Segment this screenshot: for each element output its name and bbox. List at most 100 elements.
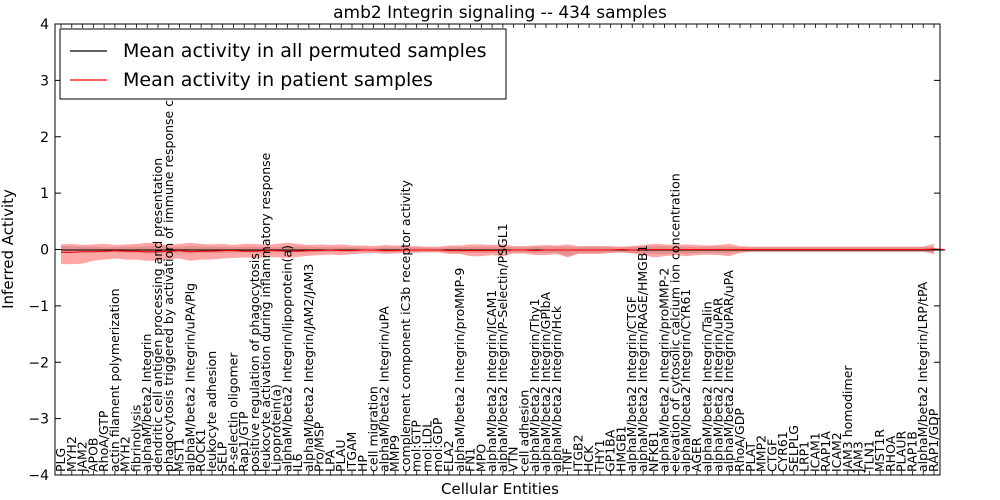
category-label: JAM3 homodimer	[840, 365, 855, 473]
category-label: RhoA/GDP	[732, 408, 747, 472]
category-label: MPO	[473, 444, 488, 472]
category-label: APOB	[85, 437, 100, 472]
category-label: PLAU	[333, 440, 348, 473]
category-label: NFKB1	[646, 431, 661, 472]
category-label: HP	[355, 455, 370, 472]
x-axis-label: Cellular Entities	[441, 480, 559, 498]
category-label: SELPLG	[786, 425, 801, 472]
y-axis-ticks: −4 −3 −2 −1 0 1 2 3 4	[28, 17, 940, 484]
category-label: RAP1/GDP	[926, 408, 941, 472]
series-lines	[61, 248, 945, 253]
category-label: CYR61	[775, 431, 790, 472]
y-tick-label: 2	[40, 130, 49, 146]
category-label: TLN1	[861, 440, 876, 473]
category-label: ICAM1	[807, 432, 822, 472]
category-label: alphaM/beta2 Integrin/P-Selectin/PSGL1	[495, 223, 510, 472]
category-label: fibrinolysis	[128, 405, 143, 472]
category-label: AGER	[689, 437, 704, 472]
category-label: elevation of cytosolic calcium ion conce…	[667, 173, 682, 472]
legend: Mean activity in all permuted samples Me…	[59, 28, 507, 100]
category-label: THY1	[592, 439, 607, 473]
legend-entry-patient: Mean activity in patient samples	[123, 69, 433, 91]
category-label: Pro/MSP	[312, 421, 327, 472]
category-label: IL6	[290, 453, 305, 472]
y-tick-label: −1	[28, 299, 49, 315]
category-label: alphaM/beta2 Integrin/CYR61	[678, 289, 693, 472]
category-label: LRP1	[797, 441, 812, 472]
category-label: alphaM/beta2 Integrin/lipoprotein(a)	[279, 245, 294, 472]
category-label: alphaM/beta2 Integrin/uPAR	[710, 297, 725, 472]
category-label: GP1BA	[603, 429, 618, 472]
y-tick-label: −2	[28, 355, 49, 371]
category-label: MMP9	[387, 435, 402, 472]
category-label: alphaM/beta2 Integrin/uPAR/uPA	[721, 270, 736, 472]
category-label: mol:GTP	[409, 420, 424, 472]
category-label: alphaM/beta2 Integrin/RAGE/HMGB1	[635, 245, 650, 472]
category-label: alphaM/beta2 Integrin/LRP/tPA	[915, 281, 930, 472]
line-patient-samples	[61, 248, 945, 253]
category-label: alphaM/beta2 Integrin/Thy1	[527, 298, 542, 472]
category-label: ICAM2	[829, 432, 844, 472]
category-label: alphaM/beta2 Integrin/CTGF	[624, 296, 639, 472]
category-label: SELP	[215, 441, 230, 472]
category-label: MST1R	[872, 429, 887, 472]
band-permuted-samples	[61, 246, 934, 257]
y-tick-label: −3	[28, 412, 49, 428]
category-label: RHOA	[883, 435, 898, 472]
category-label: HMGB1	[613, 426, 628, 472]
category-label: actin filament polymerization	[107, 288, 122, 472]
category-label: alphaM/beta2 Integrin/Talin	[700, 301, 715, 472]
category-label: alphaM/beta2 Integrin/JAM2/JAM3	[301, 264, 316, 472]
y-tick-label: 0	[40, 243, 49, 259]
category-label: ROCK1	[193, 429, 208, 472]
category-label: alphaM/beta2 Integrin/Hck	[549, 305, 564, 472]
category-label: alphaM/beta2 Integrin/proMMP-9	[452, 268, 467, 472]
category-label: alphaM/beta2 Integrin	[139, 334, 154, 472]
y-tick-label: 1	[40, 186, 49, 202]
category-label: FN1	[463, 448, 478, 473]
category-label: alphaM/beta2 Integrin/proMMP-2	[657, 268, 672, 472]
category-label: LPA	[322, 449, 337, 472]
category-label: dendritic cell antigen processing and pr…	[150, 158, 165, 472]
category-label: cell migration	[366, 386, 381, 472]
category-label: CTGF	[764, 439, 779, 472]
category-label: alphaM/beta2 Integrin/ICAM1	[484, 290, 499, 472]
category-label: RAP1B	[904, 431, 919, 472]
legend-entry-permuted: Mean activity in all permuted samples	[123, 40, 486, 62]
category-label: P-selectin oligomer	[225, 352, 240, 472]
category-label: PLAT	[743, 442, 758, 472]
category-label: alphaM/beta2 Integrin/uPA/Plg	[182, 283, 197, 472]
category-label: leukocyte adhesion	[204, 351, 219, 472]
category-label: mol:LDL	[419, 421, 434, 472]
category-label: alphaM/beta2 Integrin/GPIbA	[538, 292, 553, 472]
category-label: VTN	[506, 446, 521, 472]
category-label: ITGB2	[570, 434, 585, 472]
band-patient-samples	[61, 242, 934, 265]
plot-frame	[54, 23, 941, 476]
category-label: phagocytosis triggered by activation of …	[161, 35, 176, 472]
category-label: ITGAM	[344, 432, 359, 472]
category-label: complement component iC3b receptor activ…	[398, 179, 413, 472]
category-label: MST1	[172, 438, 187, 472]
y-tick-label: −4	[28, 468, 49, 484]
category-label: JAM3	[851, 441, 866, 473]
category-label: positive regulation of phagocytosis	[247, 253, 262, 472]
category-label: HCK	[581, 445, 596, 472]
category-label: RAP1A	[818, 431, 833, 472]
category-label: Lipoprotein(a)	[269, 384, 284, 472]
category-label: mol:GDP	[430, 417, 445, 472]
category-label: alphaM/beta2 Integrin/uPA	[376, 306, 391, 472]
category-label: MYH2	[64, 436, 79, 472]
y-tick-label: 3	[40, 73, 49, 89]
category-label: RhoA/GTP	[96, 410, 111, 472]
x-axis-ticks	[60, 24, 935, 475]
y-tick-label: 4	[40, 17, 49, 33]
category-label: MYH2	[118, 436, 133, 472]
category-label: PLG	[53, 448, 68, 472]
category-label: ELA2	[441, 440, 456, 472]
category-label: MMP2	[754, 435, 769, 472]
category-label: cell adhesion	[516, 390, 531, 472]
